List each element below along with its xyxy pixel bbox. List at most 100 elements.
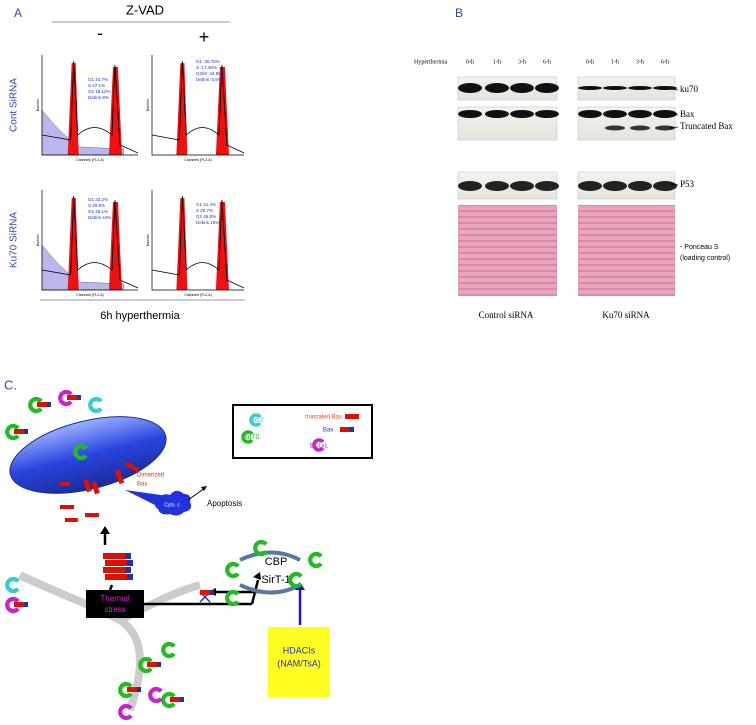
bax-end [210,590,214,595]
stat: S 20.7% [196,208,213,213]
stat: G2 46.8% [196,214,216,219]
band [458,83,482,93]
protein [58,389,73,407]
histogram: Channels (FL2-A) Number G1 44.7%S 47.1%G2 … [36,55,139,162]
g1-peak [176,63,188,155]
band [485,83,509,93]
axes [41,190,138,291]
bax [37,402,47,407]
bax-end [24,429,28,434]
legend-text: Ku70 [243,434,259,441]
group-label: Control siRNA [479,310,534,320]
cloud [155,490,192,516]
band [485,110,509,118]
band [653,110,677,118]
label: Bax [137,482,147,488]
stat: Debris 16% [196,220,219,225]
panel-label: A [14,6,22,20]
band [535,181,559,191]
lane-label: 1-h [611,59,619,65]
bax [340,427,350,432]
row-label: Cont SiRNA [9,78,20,132]
band [535,110,559,118]
protein [225,589,240,607]
panel-label: C. [4,377,17,392]
label: Apoptosis [207,499,242,508]
stat: G2/M :44.88% [196,71,225,76]
band-label: ku70 [680,84,699,94]
lane-label: 0-h [586,59,594,65]
band [510,83,534,93]
label: Dimerized [137,473,164,479]
arrow-head [100,526,110,534]
protein [253,539,268,557]
protein [241,430,254,444]
bax-end [350,427,354,432]
axes [41,55,138,156]
protein [88,396,103,414]
stat: Debris :5.5% [196,77,222,82]
group-label: Ku70 siRNA [602,310,650,320]
bax-end [137,687,141,692]
panel-label: B [455,6,463,20]
label: Cytochrome C [95,490,134,496]
band [603,86,627,90]
bax [170,697,180,702]
protein [161,691,176,709]
axis-label: Channels (FL2-A) [76,293,104,297]
bax [67,395,77,400]
band [653,181,677,191]
band [603,110,627,118]
axis-label: Number [36,233,40,246]
label: stress [104,605,125,614]
lane-label: 3-h [518,59,526,65]
band-label: P53 [680,179,695,189]
debris [41,109,124,156]
g1-peak [67,63,79,155]
arrows [669,88,679,186]
label: (NAM/TsA) [277,658,321,668]
bax [14,429,24,434]
axis-label: Number [146,98,150,111]
band [458,181,482,191]
lane-label: 6-h [661,59,669,65]
protein [138,656,153,674]
stat: G1 33.2% [88,197,108,202]
band [605,125,625,131]
label: SirT-1 [261,574,290,586]
row-label: Ku70 SiRNA [9,212,20,268]
protein [312,438,325,452]
protein [5,423,20,441]
histogram: Channels (FL2-A) Number G1 :36.76%S :17.46… [146,55,245,162]
protein [249,413,262,427]
loading-label: (loading control) [680,255,730,262]
minus: - [97,23,103,43]
stat: S 47.1% [88,83,105,88]
loading-label: - Ponceau S [680,244,719,251]
stat: G2 18.12% [88,89,111,94]
band [510,181,534,191]
band [578,181,602,191]
plus: + [199,27,210,47]
band [628,110,652,118]
label: HDACIs [283,645,316,655]
g1-peak [176,198,188,290]
legend-text: Bcl2 [250,417,264,424]
lane-label: 6-h [543,59,551,65]
stat: G1 44.7% [88,77,108,82]
outline [151,195,245,289]
label: Thermal [100,594,130,603]
bax-end [180,697,184,702]
stat: G1 31.4% [196,202,216,207]
band [655,125,675,131]
band [578,110,602,118]
legend-text: BCLxL [310,444,329,450]
lane-label: 3-h [636,59,644,65]
g1-peak [67,198,79,290]
axis-label: Channels (FL2-A) [76,158,104,162]
row-header: Hyperthermia [414,59,448,65]
outline [41,60,139,154]
bax-pieces [60,461,140,522]
band [628,181,652,191]
